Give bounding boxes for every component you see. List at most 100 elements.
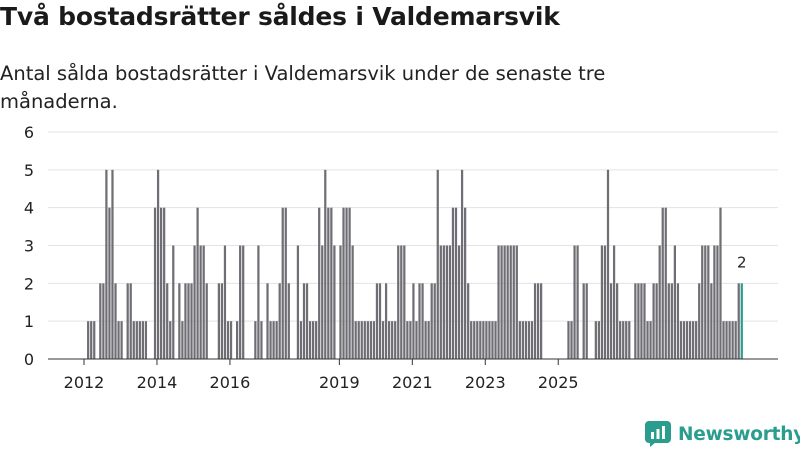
bar <box>415 321 418 359</box>
bar <box>467 283 470 359</box>
bar <box>351 245 354 359</box>
bar <box>229 321 233 359</box>
bar <box>342 207 345 359</box>
bar <box>153 207 157 359</box>
newsworthy-logo[interactable]: Newsworthy <box>645 420 800 448</box>
bar <box>491 321 494 359</box>
bar <box>266 283 269 359</box>
bar <box>692 321 695 359</box>
bar <box>509 245 512 359</box>
y-tick-label: 0 <box>24 350 34 369</box>
bar <box>570 321 573 359</box>
bar <box>445 245 448 359</box>
bar <box>612 245 616 359</box>
bar <box>354 321 357 359</box>
bar <box>281 207 284 359</box>
bar <box>643 283 646 359</box>
bar <box>497 245 500 359</box>
bar <box>275 321 278 359</box>
bar <box>378 283 382 359</box>
bar <box>132 321 135 359</box>
bar <box>606 169 610 359</box>
bar <box>685 321 689 359</box>
x-tick-label: 2023 <box>465 373 506 392</box>
bar <box>716 245 719 359</box>
x-tick-label: 2021 <box>392 373 433 392</box>
bar <box>567 321 570 359</box>
bar <box>187 283 190 359</box>
bar <box>540 283 543 359</box>
bar <box>126 283 129 359</box>
x-axis: 2012 2014 2016 2019 2021 2023 2025 <box>48 358 778 392</box>
bar <box>622 321 625 359</box>
bar <box>506 245 509 359</box>
bar <box>728 321 731 359</box>
bar <box>688 321 692 359</box>
bar <box>315 321 318 359</box>
bar <box>363 321 366 359</box>
bar <box>515 245 518 359</box>
bar <box>129 283 132 359</box>
bar <box>345 207 348 359</box>
bar <box>156 169 160 359</box>
bar <box>600 245 604 359</box>
bar <box>652 283 655 359</box>
bar <box>603 245 607 359</box>
bar <box>713 245 716 359</box>
bar <box>400 245 403 359</box>
bar <box>257 245 260 359</box>
grid-lines <box>48 131 778 322</box>
bar <box>172 245 175 359</box>
bar <box>667 283 670 359</box>
bar <box>661 207 664 359</box>
brand-name: Newsworthy <box>678 423 800 445</box>
bar <box>260 321 263 359</box>
bar <box>488 321 491 359</box>
bar <box>190 283 193 359</box>
bar <box>701 245 704 359</box>
bar <box>664 207 667 359</box>
bar <box>649 321 652 359</box>
bar <box>479 321 482 359</box>
bar <box>442 245 445 359</box>
bar <box>348 207 351 359</box>
bar <box>226 321 230 359</box>
bar <box>333 245 336 359</box>
bar <box>646 321 649 359</box>
bar <box>460 169 464 359</box>
bar <box>424 321 427 359</box>
bar <box>114 283 117 359</box>
bar <box>524 321 528 359</box>
bar <box>707 245 710 359</box>
bar <box>658 245 661 359</box>
x-tick-label: 2016 <box>210 373 251 392</box>
bar <box>169 321 172 359</box>
bar <box>388 321 391 359</box>
newsworthy-logo-icon <box>645 421 671 447</box>
bar <box>242 245 245 359</box>
bar <box>439 245 442 359</box>
bar <box>594 321 597 359</box>
bar <box>369 321 372 359</box>
bar <box>494 321 497 359</box>
bar <box>500 245 503 359</box>
bar <box>634 283 637 359</box>
bar <box>178 283 181 359</box>
bar <box>476 321 479 359</box>
bar <box>205 283 208 359</box>
bar <box>403 245 406 359</box>
bar <box>619 321 622 359</box>
bar <box>360 321 363 359</box>
bar <box>102 283 105 359</box>
bar <box>302 283 306 359</box>
bar <box>704 245 707 359</box>
bar <box>220 283 224 359</box>
bar <box>640 283 643 359</box>
y-tick-label: 1 <box>24 312 34 331</box>
bar <box>199 245 202 359</box>
bar <box>327 207 330 359</box>
bar <box>734 321 737 359</box>
bar <box>485 321 488 359</box>
x-tick-label: 2012 <box>64 373 105 392</box>
bar <box>503 245 506 359</box>
